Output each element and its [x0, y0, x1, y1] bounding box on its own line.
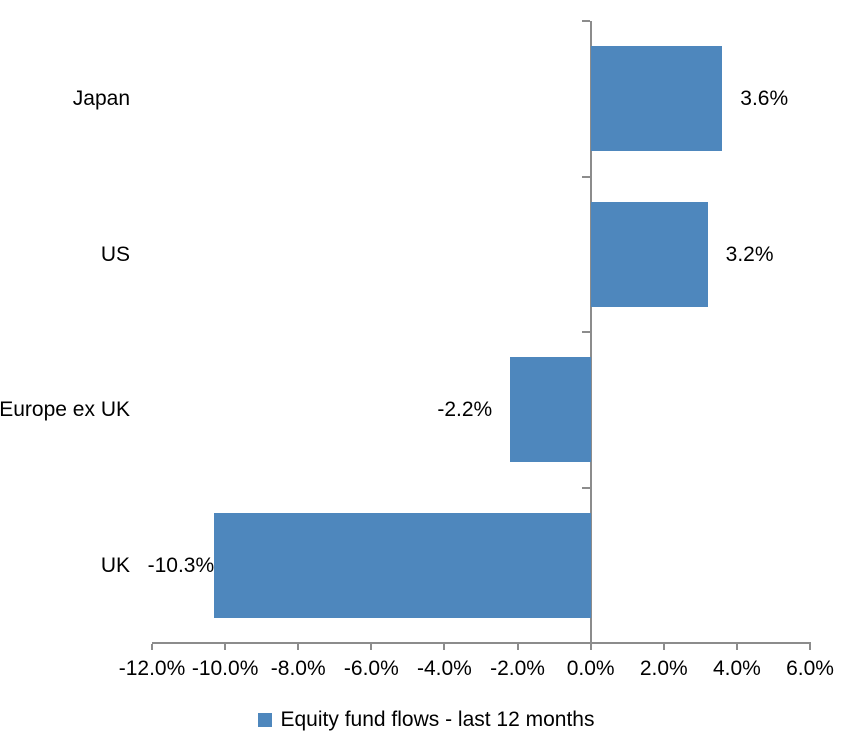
legend: Equity fund flows - last 12 months: [0, 705, 852, 735]
x-axis-tick: [297, 644, 300, 650]
x-axis-tick-label: 4.0%: [712, 657, 761, 681]
bar-value-label: -10.3%: [147, 553, 215, 577]
bar-value-label: 3.6%: [740, 87, 789, 111]
x-axis-tick: [516, 644, 519, 650]
bar-value-label: -2.2%: [437, 398, 493, 422]
x-axis-tick-label: -12.0%: [118, 657, 186, 681]
bar-value-label: 3.2%: [725, 242, 774, 266]
x-axis-tick: [151, 644, 153, 650]
bar-japan: [590, 46, 723, 152]
x-axis-line: [152, 642, 811, 644]
x-axis-tick-label: -8.0%: [270, 657, 326, 681]
category-label: US: [100, 242, 130, 266]
zero-axis-tick: [581, 331, 590, 333]
x-axis-tick-label: -10.0%: [191, 657, 259, 681]
x-axis-tick-label: -2.0%: [490, 657, 545, 681]
x-axis-tick: [735, 644, 738, 650]
x-axis-tick: [589, 644, 592, 650]
category-label: UK: [100, 553, 130, 577]
zero-axis-tick: [581, 175, 590, 178]
zero-axis-tick: [581, 20, 590, 22]
x-axis-tick-label: -6.0%: [343, 657, 399, 681]
x-axis-tick: [370, 644, 373, 650]
x-axis-tick-label: 2.0%: [639, 657, 688, 681]
bar-us: [590, 201, 708, 307]
x-axis-tick: [224, 644, 227, 650]
zero-axis-tick: [581, 486, 590, 489]
legend-marker-icon: [257, 713, 272, 727]
x-axis-tick-label: 6.0%: [786, 657, 834, 681]
zero-axis-line: [589, 21, 592, 643]
legend-label: Equity fund flows - last 12 months: [280, 708, 595, 731]
bar-uk: [214, 512, 591, 618]
x-axis-tick: [443, 644, 446, 650]
x-axis-tick-label: 0.0%: [566, 657, 615, 681]
category-label: Japan: [72, 87, 130, 111]
x-axis-tick: [809, 644, 811, 650]
x-axis-tick-label: -4.0%: [417, 657, 472, 681]
bar-europe-ex-uk: [510, 357, 591, 463]
category-label: Europe ex UK: [0, 398, 130, 422]
x-axis-tick: [662, 644, 665, 650]
